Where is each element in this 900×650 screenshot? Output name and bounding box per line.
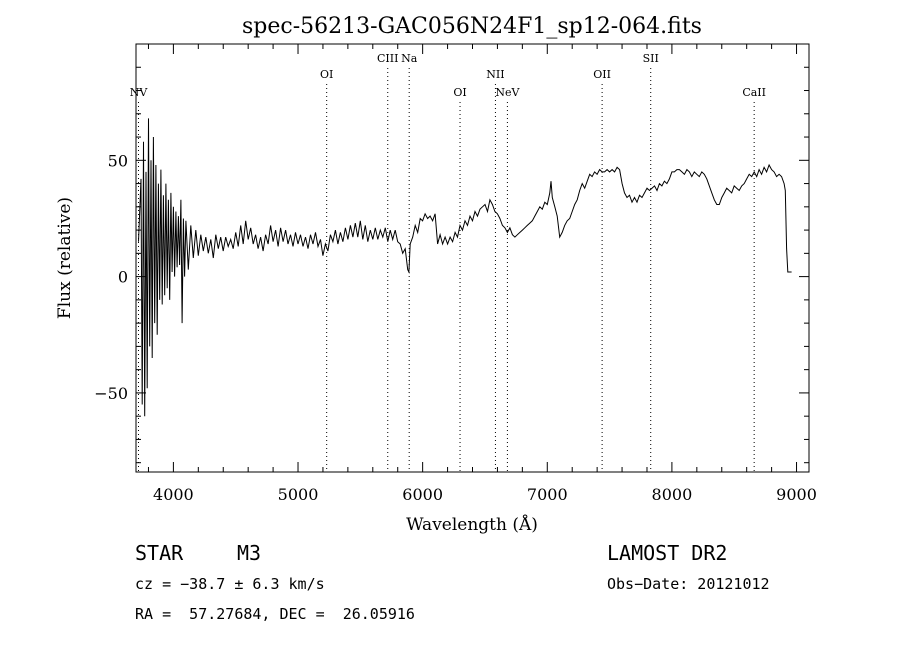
x-tick-label: 6000 — [402, 485, 443, 504]
emission-line-label: OI — [453, 86, 466, 99]
ra-dec-coordinates: RA = 57.27684, DEC = 26.05916 — [135, 605, 415, 623]
emission-line-label: NV — [130, 86, 149, 99]
plot-frame — [135, 43, 810, 473]
emission-line-markers: NV OI CIII Na OI NII NeV OII SII CaII — [130, 52, 766, 472]
spectrum-series-line — [138, 118, 792, 417]
emission-line-label: OII — [593, 68, 611, 81]
observation-date: Obs−Date: 20121012 — [607, 575, 770, 593]
y-tick-label: 50 — [108, 151, 128, 170]
chart-title: spec-56213-GAC056N24F1_sp12-064.fits — [242, 14, 702, 39]
emission-line-label: OI — [320, 68, 333, 81]
redshift-velocity: cz = −38.7 ± 6.3 km/s — [135, 575, 325, 593]
x-tick-labels: 4000 5000 6000 7000 8000 9000 — [153, 485, 817, 504]
emission-line-label: SII — [643, 52, 659, 65]
object-subclass: M3 — [237, 541, 262, 565]
object-class: STAR — [135, 541, 184, 565]
axis-ticks — [136, 44, 809, 472]
emission-line-label: NeV — [495, 86, 520, 99]
emission-line-label: Na — [401, 52, 418, 65]
x-axis-label: Wavelength (Å) — [406, 514, 538, 535]
emission-line-label: NII — [486, 68, 504, 81]
y-tick-labels: −50 0 50 — [94, 151, 128, 403]
x-tick-label: 4000 — [153, 485, 194, 504]
survey-name: LAMOST DR2 — [607, 541, 728, 565]
emission-line-label: CIII — [377, 52, 398, 65]
x-tick-label: 5000 — [278, 485, 319, 504]
x-tick-label: 8000 — [652, 485, 693, 504]
y-tick-label: −50 — [94, 384, 128, 403]
x-tick-label: 7000 — [527, 485, 568, 504]
y-axis-label: Flux (relative) — [55, 197, 75, 319]
y-tick-label: 0 — [118, 268, 128, 287]
x-tick-label: 9000 — [776, 485, 817, 504]
emission-line-label: CaII — [742, 86, 766, 99]
